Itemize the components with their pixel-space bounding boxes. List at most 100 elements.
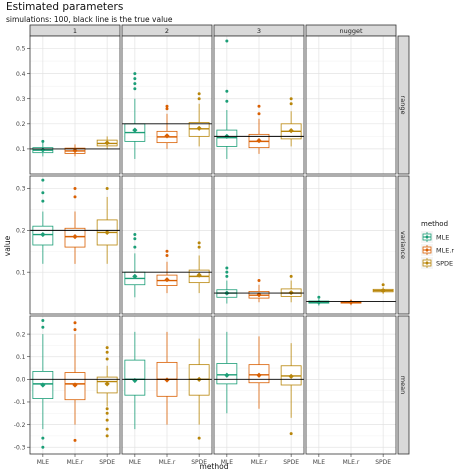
outlier-point	[133, 233, 137, 237]
outlier-point	[133, 87, 137, 91]
outlier-point	[105, 427, 109, 431]
outlier-point	[257, 104, 261, 108]
outlier-point	[165, 253, 169, 257]
outlier-point	[73, 328, 77, 332]
outlier-point	[225, 39, 229, 43]
x-axis-title: method	[200, 462, 229, 471]
mean-marker	[196, 125, 202, 131]
chart-title: Estimated parameters	[6, 1, 124, 13]
outlier-point	[289, 432, 293, 436]
chart-subtitle: simulations: 100, black line is the true…	[6, 15, 173, 24]
mean-marker	[104, 381, 110, 387]
outlier-point	[73, 187, 77, 191]
y-tick-label: 0.5	[16, 46, 26, 53]
y-tick-label: 0.4	[16, 71, 26, 78]
outlier-point	[133, 77, 137, 81]
outlier-point	[257, 112, 261, 116]
mean-marker	[72, 234, 78, 240]
outlier-point	[381, 283, 385, 287]
mean-marker	[132, 127, 138, 133]
facet-strip-row	[397, 35, 410, 175]
outlier-point	[105, 411, 109, 415]
outlier-point	[257, 279, 261, 283]
outlier-point	[41, 319, 45, 323]
y-tick-label: 0.3	[16, 186, 26, 193]
facet-strip-col-label: 2	[165, 27, 169, 35]
outlier-point	[41, 199, 45, 203]
outlier-point	[289, 97, 293, 101]
outlier-point	[105, 434, 109, 438]
mean-marker	[104, 229, 110, 236]
panel-border	[305, 35, 397, 175]
legend-label: MLE.r	[436, 247, 454, 255]
mean-marker	[104, 140, 110, 146]
x-tick-label: MLE	[129, 459, 142, 466]
outlier-point	[73, 321, 77, 325]
mean-marker	[256, 138, 262, 144]
outlier-point	[225, 274, 229, 278]
outlier-point	[197, 241, 201, 245]
x-tick-label: MLE.r	[67, 459, 84, 466]
y-tick-label: 0.2	[16, 121, 26, 128]
mean-marker	[256, 372, 262, 378]
outlier-point	[197, 245, 201, 249]
y-tick-label: 0.1	[16, 146, 26, 153]
mean-marker	[196, 272, 202, 278]
mean-marker	[348, 299, 354, 305]
facet-strip-col-label: nugget	[339, 27, 362, 35]
mean-marker	[164, 377, 170, 383]
mean-marker	[316, 299, 322, 305]
panel-border	[213, 35, 305, 175]
y-tick-label: 0.1	[16, 354, 26, 361]
x-tick-label: SPDE	[283, 459, 299, 466]
y-tick-label: -0.1	[14, 399, 26, 406]
outlier-point	[133, 245, 137, 249]
y-tick-label: 0.0	[16, 377, 26, 384]
mean-marker	[40, 382, 46, 388]
x-tick-label: MLE.r	[251, 459, 268, 466]
outlier-point	[105, 350, 109, 354]
panel-border	[29, 175, 121, 315]
y-axis-title: value	[3, 235, 12, 256]
y-tick-label: 0.1	[16, 269, 26, 276]
outlier-point	[105, 346, 109, 350]
outlier-point	[165, 107, 169, 111]
outlier-point	[41, 178, 45, 182]
legend-key-mean	[425, 235, 429, 239]
x-tick-label: MLE.r	[159, 459, 176, 466]
x-tick-label: SPDE	[375, 459, 391, 466]
outlier-point	[289, 102, 293, 106]
facet-strip-row	[397, 175, 410, 315]
legend-key-mean	[425, 261, 429, 265]
mean-marker	[224, 372, 230, 378]
outlier-point	[225, 89, 229, 93]
y-tick-label: -0.2	[14, 422, 26, 429]
outlier-point	[41, 191, 45, 195]
outlier-point	[165, 104, 169, 108]
mean-marker	[164, 277, 170, 283]
outlier-point	[317, 295, 321, 299]
outlier-point	[289, 274, 293, 278]
panel-border	[29, 35, 121, 175]
facet-strip-col-label: 1	[73, 27, 77, 35]
outlier-point	[225, 99, 229, 103]
facet-strip-row	[397, 315, 410, 455]
outlier-point	[133, 82, 137, 86]
facet-strip-row-label: mean	[399, 376, 407, 394]
x-tick-label: SPDE	[191, 459, 207, 466]
legend-title: method	[421, 220, 448, 228]
y-tick-label: 0.2	[16, 228, 26, 235]
mean-marker	[132, 273, 138, 279]
legend-label: SPDE	[436, 260, 453, 268]
outlier-point	[133, 237, 137, 241]
outlier-point	[105, 407, 109, 411]
outlier-point	[197, 92, 201, 96]
mean-marker	[288, 373, 294, 380]
x-tick-label: MLE.r	[343, 459, 360, 466]
legend-label: MLE	[436, 234, 449, 242]
facet-strip-col-label: 3	[257, 27, 261, 35]
outlier-point	[41, 436, 45, 440]
panel-border	[213, 175, 305, 315]
